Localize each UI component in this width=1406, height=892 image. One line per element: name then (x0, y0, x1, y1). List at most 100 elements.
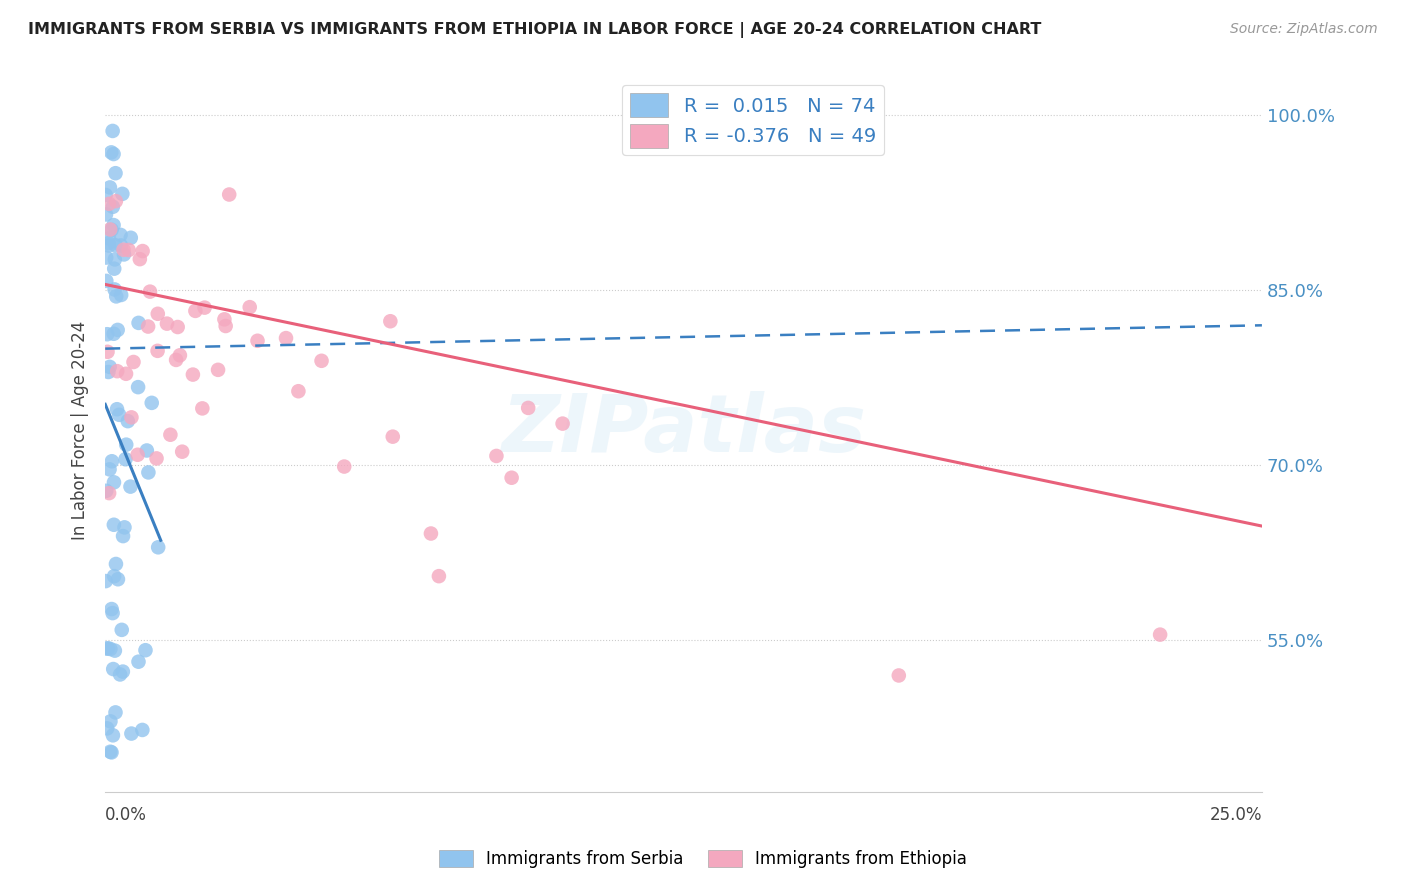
Point (104, 557, 127, 571)
Point (105, 289, 128, 303)
Point (501, 471, 523, 485)
Point (111, 623, 134, 637)
Point (103, 475, 125, 490)
Point (104, 643, 127, 657)
Point (104, 252, 127, 267)
Point (274, 331, 297, 345)
Point (128, 655, 150, 669)
Point (287, 384, 309, 399)
Point (146, 343, 169, 358)
Point (427, 569, 450, 583)
Point (96, 251, 118, 265)
Point (104, 166, 127, 180)
Point (551, 417, 574, 431)
Point (114, 520, 136, 534)
Point (98, 197, 121, 211)
Point (120, 410, 142, 425)
Point (887, 668, 910, 682)
Point (194, 301, 217, 315)
Point (191, 401, 214, 416)
Point (94, 207, 117, 221)
Point (134, 643, 156, 657)
Point (100, 223, 122, 237)
Point (117, 414, 139, 428)
Point (214, 312, 236, 326)
Point (103, 261, 125, 276)
Point (107, 572, 129, 586)
Point (165, 352, 187, 367)
Point (131, 723, 153, 737)
Point (169, 348, 191, 362)
Point (111, 665, 134, 679)
Point (103, 147, 125, 161)
Point (172, 444, 194, 458)
Point (156, 317, 179, 331)
Point (110, 288, 132, 302)
Point (148, 541, 170, 555)
Point (101, 124, 124, 138)
Point (1149, 627, 1171, 641)
Point (122, 355, 145, 369)
Point (138, 466, 160, 480)
Text: Source: ZipAtlas.com: Source: ZipAtlas.com (1230, 22, 1378, 37)
Point (96, 641, 118, 656)
Point (215, 318, 238, 333)
Point (207, 363, 229, 377)
Point (112, 529, 135, 543)
Point (101, 454, 124, 468)
Point (117, 243, 139, 257)
Point (115, 437, 138, 451)
Point (103, 282, 125, 296)
Point (101, 728, 124, 742)
Point (120, 231, 142, 245)
Point (98, 642, 121, 657)
Point (184, 304, 207, 318)
Point (419, 526, 441, 541)
Point (246, 334, 269, 348)
Point (96, 344, 118, 359)
Point (97, 231, 120, 245)
Point (98, 745, 121, 759)
Point (108, 408, 131, 422)
Point (141, 396, 163, 410)
Point (100, 714, 122, 729)
Point (127, 448, 149, 462)
Point (135, 443, 157, 458)
Point (239, 300, 262, 314)
Point (311, 353, 333, 368)
Point (96, 274, 118, 288)
Text: 0.0%: 0.0% (105, 806, 148, 824)
Y-axis label: In Labor Force | Age 20-24: In Labor Force | Age 20-24 (72, 321, 89, 540)
Point (103, 569, 125, 583)
Point (103, 517, 125, 532)
Point (98, 180, 121, 194)
Point (94, 188, 117, 202)
Point (97, 641, 120, 656)
Point (120, 480, 142, 494)
Point (110, 227, 132, 242)
Point (139, 285, 162, 299)
Point (146, 307, 169, 321)
Text: 25.0%: 25.0% (1209, 806, 1263, 824)
Text: IMMIGRANTS FROM SERBIA VS IMMIGRANTS FROM ETHIOPIA IN LABOR FORCE | AGE 20-24 CO: IMMIGRANTS FROM SERBIA VS IMMIGRANTS FRO… (28, 22, 1042, 38)
Point (97, 236, 120, 251)
Point (98, 222, 121, 236)
Point (112, 243, 135, 257)
Point (114, 452, 136, 467)
Point (101, 606, 124, 620)
Point (115, 367, 138, 381)
Point (485, 449, 508, 463)
Point (517, 401, 540, 415)
Point (120, 726, 142, 740)
Text: ZIPatlas: ZIPatlas (501, 392, 866, 469)
Point (98, 486, 121, 500)
Point (104, 238, 127, 252)
Point (145, 451, 167, 466)
Point (100, 145, 122, 160)
Point (96, 327, 118, 342)
Point (98, 462, 121, 476)
Point (100, 602, 122, 616)
Point (105, 364, 128, 378)
Point (166, 320, 188, 334)
Point (96, 483, 118, 498)
